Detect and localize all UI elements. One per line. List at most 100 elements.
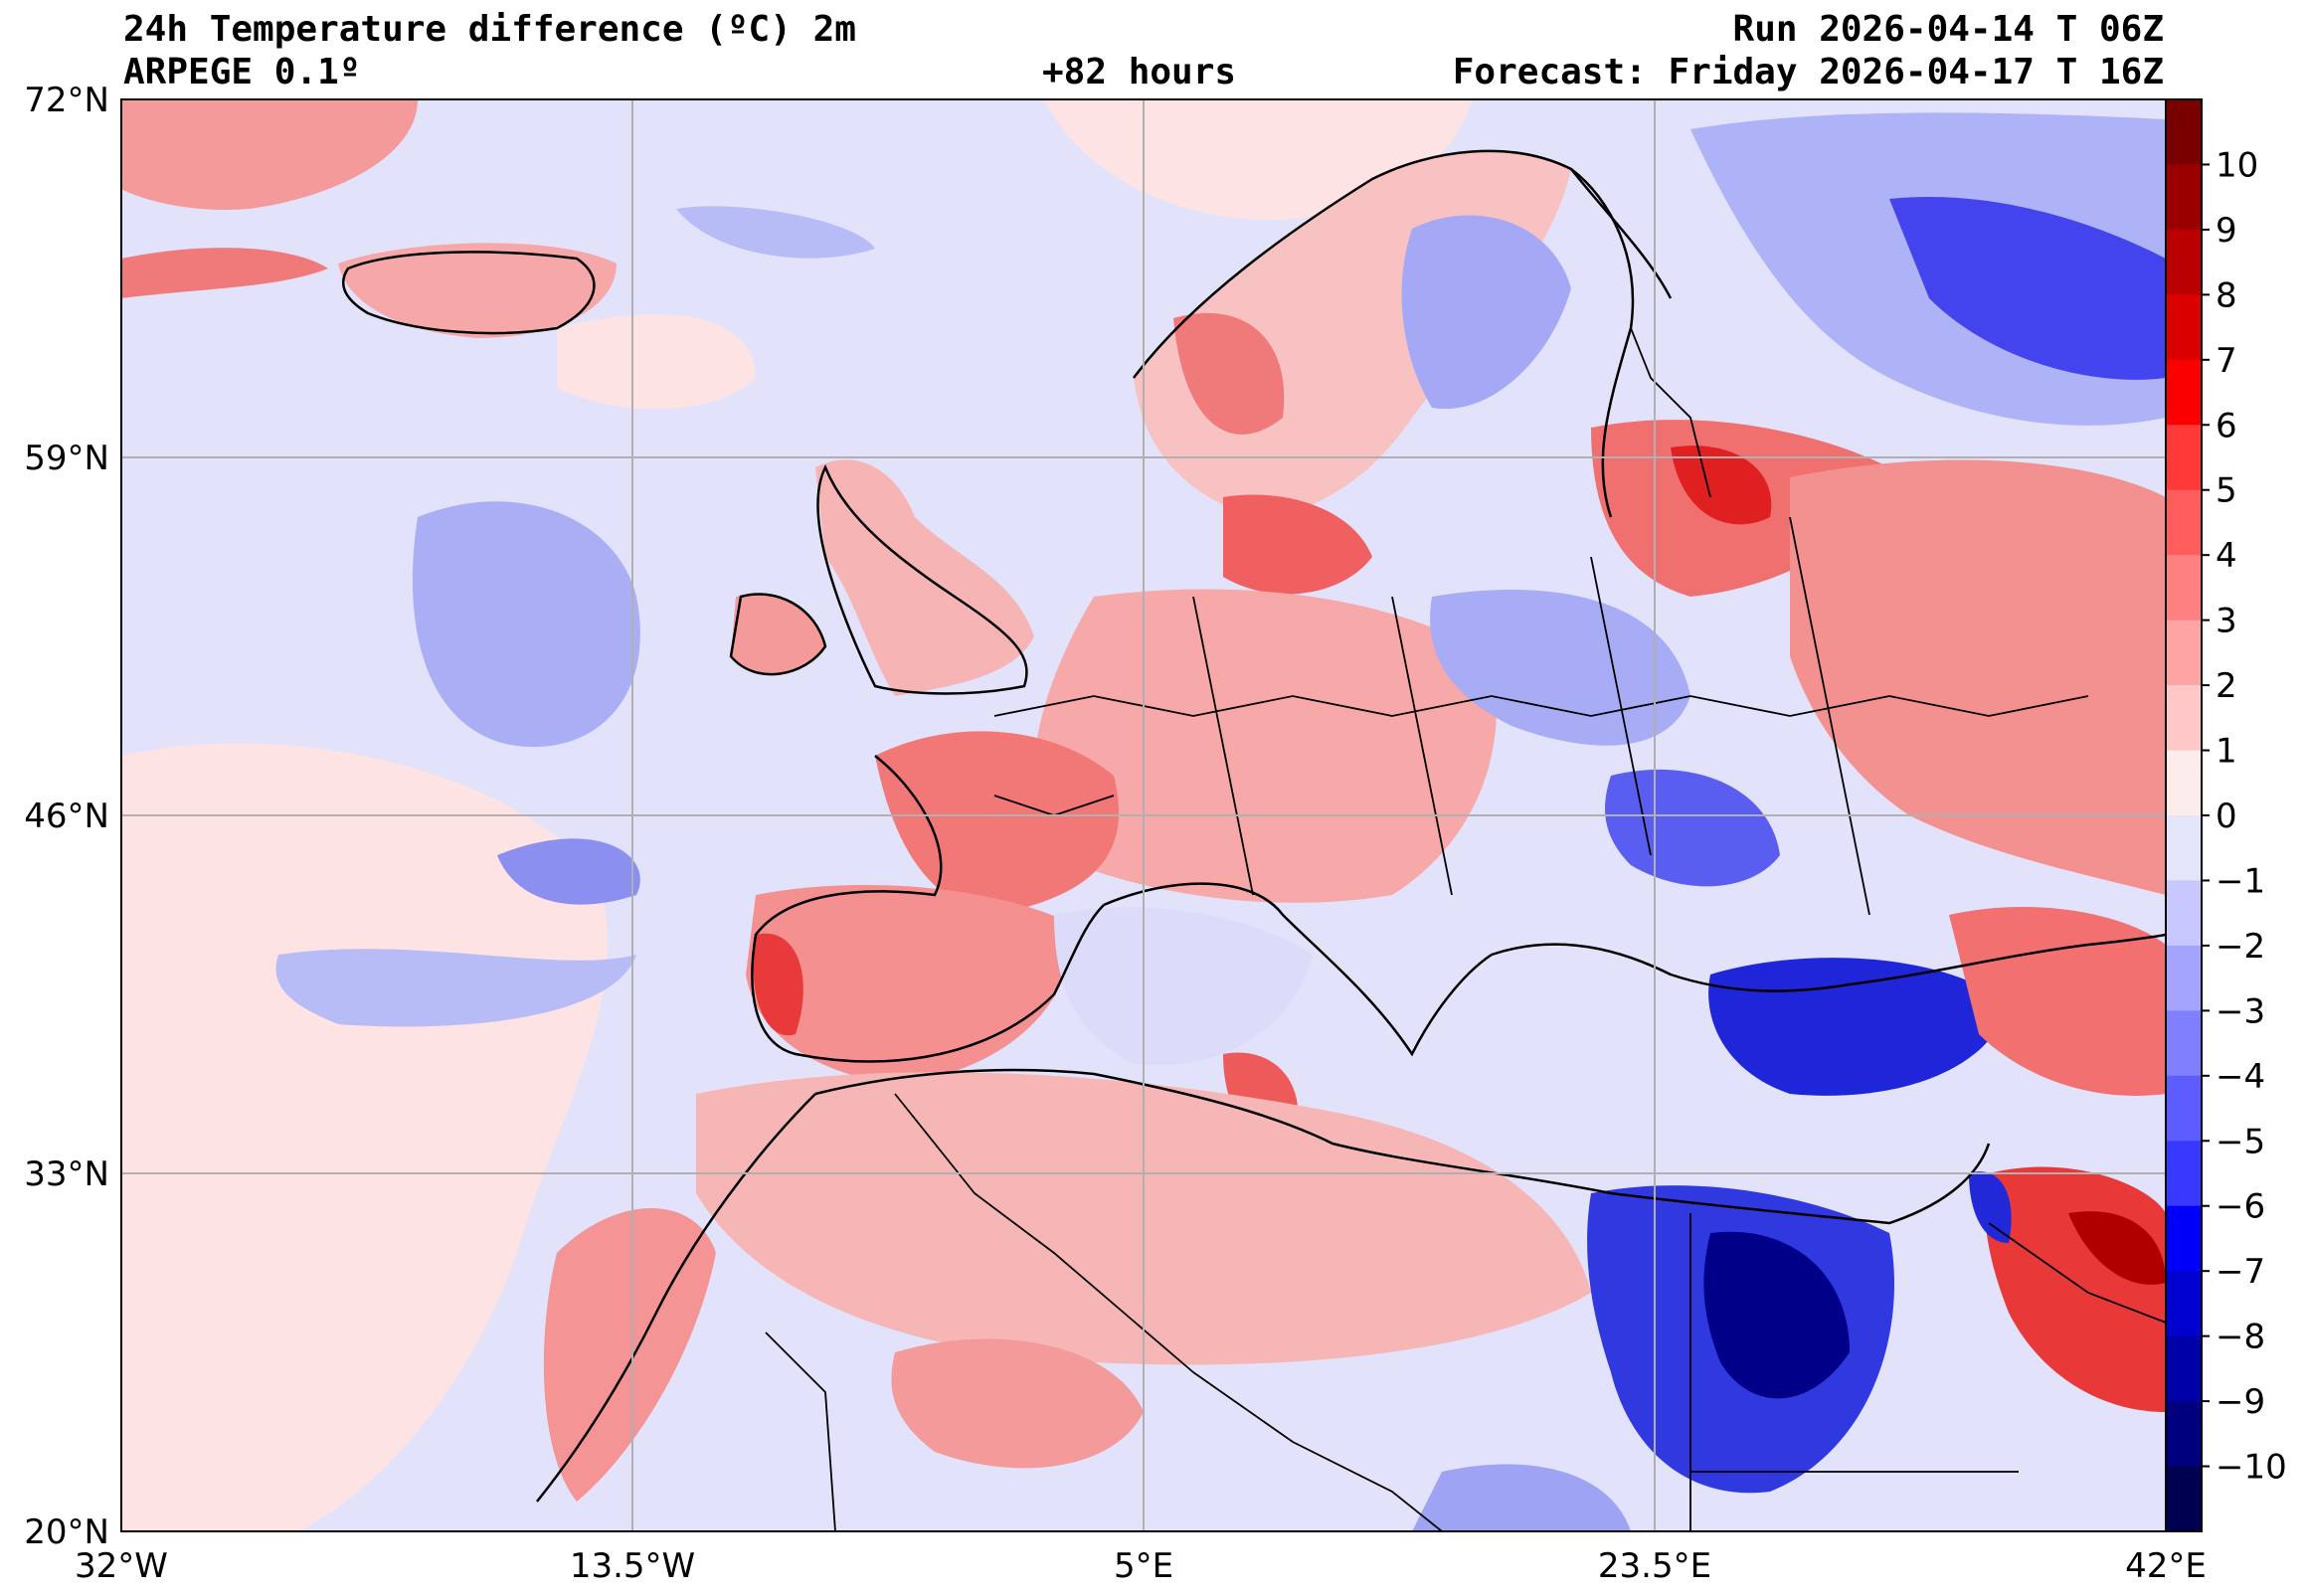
colorbar-segment: [2166, 1075, 2202, 1142]
lat-label: 20°N: [24, 1512, 109, 1552]
colorbar-label: −2: [2216, 927, 2265, 967]
colorbar-label: −8: [2216, 1318, 2265, 1357]
colorbar-label: 7: [2216, 341, 2237, 381]
colorbar-label: 6: [2216, 406, 2237, 445]
colorbar-segment: [2166, 880, 2202, 947]
forecast-hours-label: +82 hours: [1042, 52, 1237, 92]
sweden-cool: [1401, 215, 1571, 410]
aegean-cold: [1708, 958, 2009, 1096]
iceland-coast: [342, 251, 596, 335]
norway-south-warm: [1173, 312, 1285, 435]
iberia-coast: [751, 755, 1105, 1063]
romania-cold: [1605, 769, 1780, 887]
atlantic-cool-blob-3: [275, 949, 636, 1027]
colorbar-label: −9: [2216, 1382, 2265, 1422]
colorbar-segment: [2166, 1335, 2202, 1402]
egypt-cold-core: [1703, 1231, 1850, 1399]
balkan-turkey-coast: [1491, 933, 2166, 992]
colorbar-label: −7: [2216, 1252, 2265, 1292]
denmark-strait-warm: [121, 248, 328, 298]
lon-label: 42°E: [2125, 1546, 2207, 1586]
title-left-line2: ARPEGE 0.1º: [123, 52, 361, 92]
colorbar-segment: [2166, 945, 2202, 1011]
morocco-coast: [536, 1093, 816, 1503]
title-left-line1: 24h Temperature difference (ºC) 2m: [123, 9, 856, 50]
colorbar-segment: [2166, 620, 2202, 686]
lon-label: 13.5°W: [570, 1546, 695, 1586]
algeria-south-warm: [891, 1338, 1144, 1469]
country-borders: [765, 327, 2166, 1531]
colorbar-segment: [2166, 1010, 2202, 1077]
colorbar-segment: [2166, 489, 2202, 556]
longitude-labels: 32°W 13.5°W 5°E 23.5°E 42°E: [75, 1546, 2207, 1586]
arabia-warm-core: [2068, 1211, 2166, 1285]
britain-warm: [815, 459, 1034, 696]
britain-coast: [816, 463, 1028, 695]
colorbar-segment: [2166, 229, 2202, 295]
forecast-date-label: Forecast: Friday 2026-04-17 T 16Z: [1452, 52, 2164, 92]
colorbar-segment: [2166, 1141, 2202, 1207]
italy-coast: [1103, 882, 1493, 1057]
colorbar-segment: [2166, 294, 2202, 361]
atlantic-warm-streak: [557, 314, 756, 410]
sudan-cool: [1412, 1464, 1631, 1531]
anatolia-warm: [1949, 906, 2166, 1096]
lon-label: 5°E: [1114, 1546, 1173, 1586]
north-africa-coast: [814, 1068, 1991, 1225]
norway-coast: [1133, 149, 1673, 379]
arabia-border: [1988, 1222, 2166, 1324]
colorbar-label: −6: [2216, 1187, 2265, 1227]
lat-label: 46°N: [24, 797, 109, 836]
lon-label: 32°W: [75, 1546, 168, 1586]
lat-label: 59°N: [24, 439, 109, 478]
sahel-border: [1192, 1371, 1443, 1531]
border-line-5: [1789, 516, 1870, 916]
iceland-warm: [338, 243, 617, 338]
eastern-europe-warm: [1790, 459, 2166, 895]
colorbar-label: 8: [2216, 275, 2237, 315]
border-line-4: [1590, 556, 1652, 856]
lat-label: 72°N: [24, 81, 109, 120]
norwegian-sea-cool: [676, 206, 875, 259]
colorbar-label: 10: [2216, 145, 2258, 185]
levant-cold: [1969, 1171, 2012, 1243]
atlantic-warm-patch: [121, 743, 608, 1531]
kola-cold-core: [1889, 197, 2166, 380]
colorbar-label: 4: [2216, 536, 2237, 576]
greenland-warm-area: [121, 99, 418, 210]
border-line-2: [1192, 596, 1254, 896]
lat-label: 33°N: [24, 1154, 109, 1194]
baltic-warm-core: [1671, 445, 1772, 525]
colorbar-segment: [2166, 555, 2202, 621]
colorbar-label: 9: [2216, 211, 2237, 251]
colorbar-segment: [2166, 1205, 2202, 1272]
colorbar-label: −10: [2216, 1448, 2287, 1488]
portugal-warm-core: [753, 933, 803, 1036]
lon-label: 23.5°E: [1598, 1546, 1711, 1586]
atlantic-cool-blob-2: [497, 838, 640, 905]
colorbar-label: −5: [2216, 1122, 2265, 1161]
colorbar-label: 0: [2216, 797, 2237, 836]
colorbar-segment: [2166, 425, 2202, 491]
algeria-libya-border: [894, 1093, 1194, 1373]
colorbar-segment: [2166, 1401, 2202, 1468]
algeria-mali-border: [765, 1331, 836, 1531]
atlantic-cool-blob-1: [412, 501, 640, 748]
central-europe-warm: [1033, 589, 1498, 903]
run-label: Run 2026-04-14 T 06Z: [1732, 9, 2164, 50]
colorbar-segment: [2166, 685, 2202, 752]
colorbar: [2165, 98, 2203, 1532]
colorbar-label: 2: [2216, 666, 2237, 706]
colorbar-label: 5: [2216, 471, 2237, 511]
colorbar-label: −3: [2216, 991, 2265, 1031]
colorbar-segment: [2166, 750, 2202, 816]
border-line-3: [1391, 596, 1453, 896]
iberia-warm: [746, 885, 1074, 1084]
graticule: [121, 99, 2166, 1531]
colorbar-segment: [2166, 359, 2202, 426]
west-med-neutral: [1054, 907, 1313, 1066]
colorbar-label: 1: [2216, 732, 2237, 772]
colorbar-segment: [2166, 99, 2202, 165]
